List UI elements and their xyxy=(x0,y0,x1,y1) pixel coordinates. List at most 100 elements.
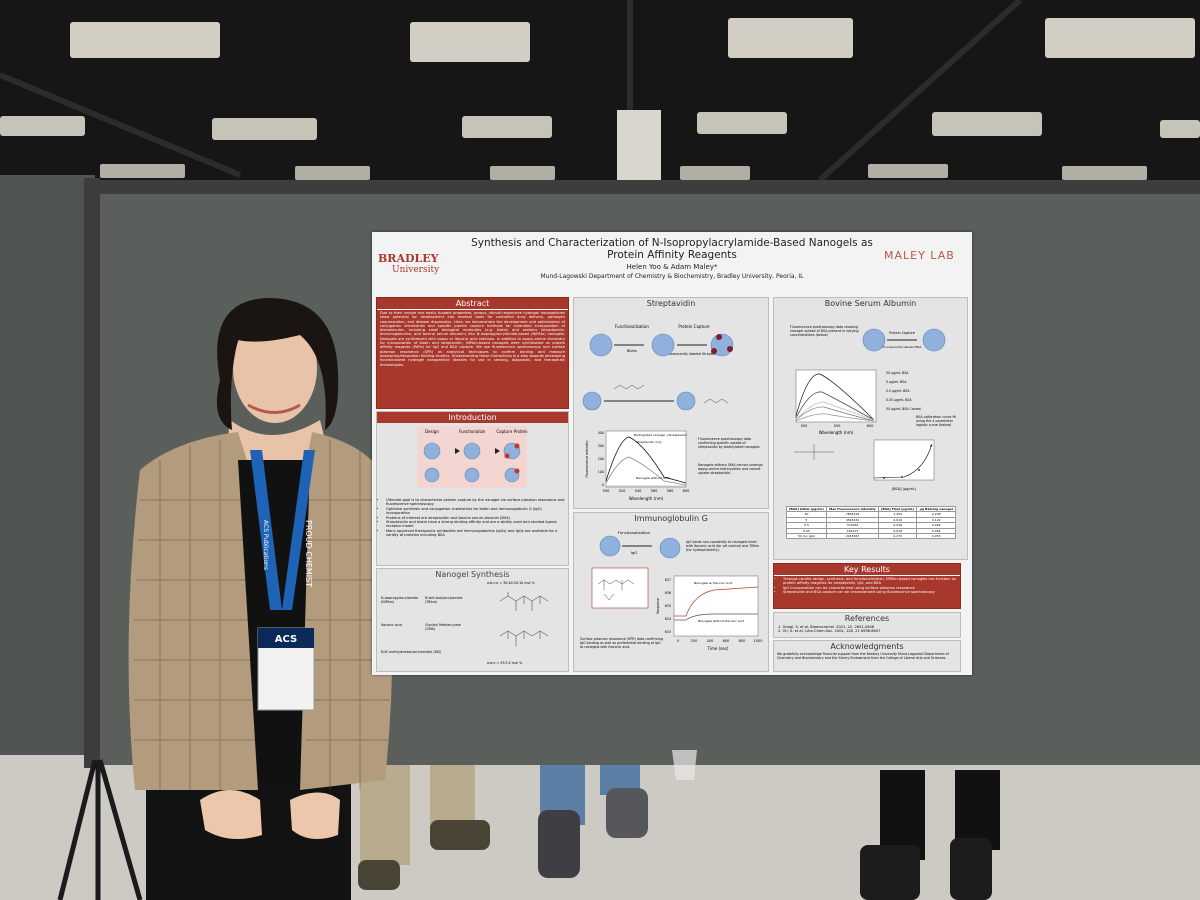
tick-label: 800 xyxy=(739,639,746,643)
protein-icons xyxy=(504,443,520,474)
introduction-panel: Introduction Design Functionalize Captur… xyxy=(376,411,569,566)
diagram-label: Functionalization xyxy=(615,324,649,329)
table-cell: [BSA] Initial (µg/mL) xyxy=(785,505,828,513)
diagram-label: Protein Capture xyxy=(678,324,710,329)
table-row: 50 (no IgG) 2243567 0.270 0.053 xyxy=(785,532,956,540)
streptavidin-figure: Functionalization Protein Capture Biotin… xyxy=(582,324,734,501)
table-row: 50 7835416 1.204 0.238 xyxy=(785,511,956,518)
legend-item: 50 µg/mL BSA xyxy=(886,371,909,375)
list-item: IgG incorporation can be characterized u… xyxy=(783,586,957,590)
monomer-label: N-tert-butylacrylamide (TBAm) xyxy=(425,596,463,604)
list-item: Through careful design, synthesis, and f… xyxy=(783,577,957,586)
board-stand xyxy=(57,759,143,900)
tick-label: 400 xyxy=(707,639,714,643)
tick-label: 500 xyxy=(801,424,808,428)
monomer-label: N-isopropylacrylamide (NIPAm) xyxy=(381,596,418,604)
acknowledgments-text: We gratefully acknowledge financial supp… xyxy=(777,652,949,660)
table-row: 5 4593232 0.616 0.122 xyxy=(785,516,956,524)
diagram-label: Biotin xyxy=(627,349,637,353)
list-item: Streptavidin and biotin have a strong bi… xyxy=(386,520,565,529)
title-line: Synthesis and Characterization of N-Isop… xyxy=(471,237,873,249)
board-top xyxy=(98,180,1200,194)
bsa-panel: Bovine Serum Albumin Fluorescence spectr… xyxy=(773,297,968,560)
x-ticks: 500 520 540 560 580 600 xyxy=(603,489,690,493)
tick-label: 500 xyxy=(603,489,610,493)
tick-label: 634 xyxy=(665,617,671,621)
table-cell: 0.616 xyxy=(877,516,918,524)
references-list: 1. Onogi, S. et al. Biomacromol. 2021, 2… xyxy=(774,624,960,634)
synthesis-panel: Nanogel Synthesis a:b:c:e = 30:40:20:10 … xyxy=(376,568,569,672)
bsa-table: [BSA] Initial (µg/mL) Max Fluorescence In… xyxy=(785,505,956,540)
legend-item: Nanogels w/ Itaconic Acid xyxy=(694,581,733,585)
abstract-panel: Abstract Due to their unique and easily … xyxy=(376,297,569,409)
legend-item: 5 µg/mL BSA xyxy=(886,380,907,384)
x-label: Wavelength (nm) xyxy=(629,496,664,501)
table-cell: 0.122 xyxy=(916,516,956,524)
table-cell: 50 xyxy=(785,511,828,518)
x-label: Wavelength (nm) xyxy=(819,430,854,435)
tick-label: 637 xyxy=(665,578,671,582)
structure-box xyxy=(591,567,649,609)
tick-label: 600 xyxy=(867,424,874,428)
table-cell: 0.238 xyxy=(916,511,956,518)
background-people xyxy=(358,750,1000,900)
list-item: Proteins of interest are streptavidin an… xyxy=(386,516,565,520)
monomer-label: Glycidyl Methacrylate (GMA) xyxy=(425,623,461,631)
legend-item: 0.05 µg/mL BSA xyxy=(886,398,912,402)
presenter: PROUD CHEMIST ACS Publications ACS xyxy=(128,298,393,900)
section-heading: Streptavidin xyxy=(646,299,696,308)
y-label: Fluorescence Intensity xyxy=(585,440,589,477)
tick-label: 520 xyxy=(619,489,626,493)
logo-right: MALEY LAB xyxy=(884,249,955,262)
x-ticks: 0 200 400 600 800 1000 xyxy=(677,639,763,643)
tick-label: 200 xyxy=(598,457,604,461)
tick-label: 636 xyxy=(665,591,671,595)
table-cell: 2243567 xyxy=(826,532,879,540)
diagram-label: IgG xyxy=(631,550,638,555)
badge-logo: ACS xyxy=(275,634,297,645)
column xyxy=(617,110,661,185)
section-heading: References xyxy=(844,614,890,623)
table-cell: 0.004 xyxy=(916,527,956,535)
equation xyxy=(794,444,834,460)
lanyard-brand: ACS Publications xyxy=(262,520,269,570)
tick-label: 200 xyxy=(691,639,698,643)
note: Nanogels without GMA cannot undergo epox… xyxy=(698,463,763,475)
section-heading: Key Results xyxy=(774,564,960,576)
legend-item: Streptavidin only xyxy=(636,440,662,444)
plot-curve xyxy=(605,456,687,486)
nanogel-icons xyxy=(582,333,734,411)
bsa-table-wrap: [BSA] Initial (µg/mL) Max Fluorescence In… xyxy=(785,505,956,540)
nanogel-icons xyxy=(599,535,681,559)
plot-curve xyxy=(674,586,759,617)
ratio: a:b:e = 93:5:2 mol % xyxy=(487,661,523,665)
tick-label: 550 xyxy=(834,424,841,428)
plot-frame xyxy=(605,430,687,488)
tick-label: 540 xyxy=(635,489,642,493)
table-cell: 1.204 xyxy=(877,511,918,518)
note: BSA calibration curve fit using the 4 pa… xyxy=(916,415,956,427)
tick-label: 633 xyxy=(665,630,671,634)
ceiling-lights xyxy=(0,18,1200,180)
title: Synthesis and Characterization of N-Isop… xyxy=(462,237,882,261)
table-cell: 0.046 xyxy=(877,522,918,529)
logo-left: BRADLEY University xyxy=(378,252,439,275)
table-row: [BSA] Initial (µg/mL) Max Fluorescence In… xyxy=(785,505,956,513)
tick-label: 300 xyxy=(598,444,604,448)
plot-points xyxy=(883,445,932,479)
section-heading: Introduction xyxy=(377,412,568,423)
step-label: Capture Protein xyxy=(496,429,528,434)
y-label: Response xyxy=(656,598,660,614)
section-heading: Acknowledgments xyxy=(830,642,904,651)
intro-bullets: Ultimate goal is to characterize protein… xyxy=(377,497,568,538)
abstract-text: Due to their unique and easily tunable p… xyxy=(380,311,565,367)
igg-panel: Immunoglobulin G Functionalization IgG N… xyxy=(573,512,769,672)
list-item: Streptavidin and BSA capture can be char… xyxy=(783,590,957,594)
table-cell: 0.270 xyxy=(877,532,918,540)
table-cell: 0.05 xyxy=(785,527,828,535)
structure-drawing xyxy=(613,384,729,404)
ceiling-beams xyxy=(0,0,1023,183)
tick-label: 0 xyxy=(677,639,679,643)
table-cell: 0.053 xyxy=(916,532,956,540)
protein-icons xyxy=(711,334,733,354)
